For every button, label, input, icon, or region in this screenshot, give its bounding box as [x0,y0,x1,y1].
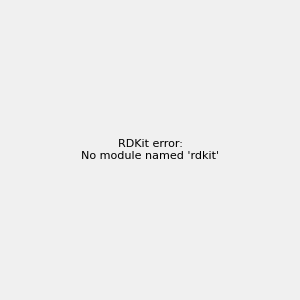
Text: RDKit error:
No module named 'rdkit': RDKit error: No module named 'rdkit' [81,139,219,161]
